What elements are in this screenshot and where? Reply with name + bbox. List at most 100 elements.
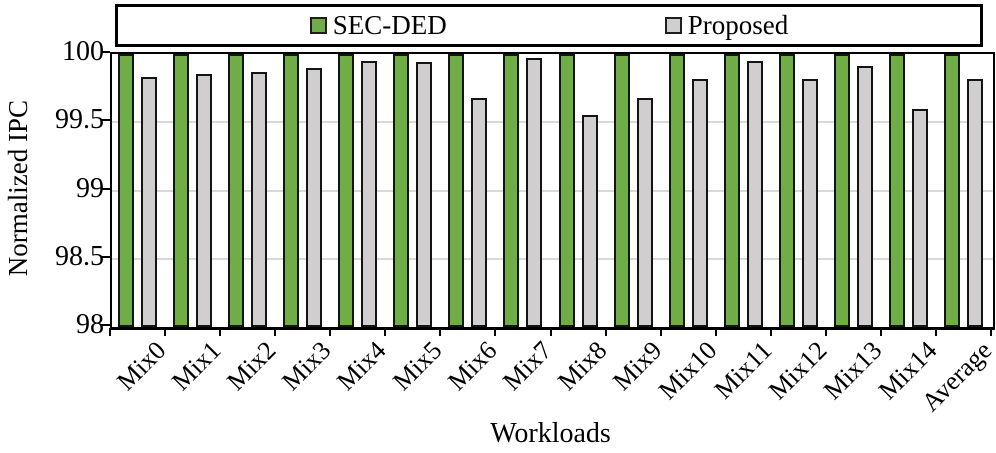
x-tick-label: Mix10 xyxy=(652,335,723,406)
x-tick-label: Mix13 xyxy=(817,335,888,406)
bar-proposed xyxy=(746,60,763,327)
gridline xyxy=(112,189,993,192)
plot-area xyxy=(110,52,995,330)
bar-group xyxy=(497,54,552,327)
bar-group xyxy=(442,54,497,327)
bar-proposed xyxy=(856,66,873,327)
bar-sec-ded xyxy=(503,54,520,327)
legend-entry: SEC-DED xyxy=(309,10,447,40)
bar-proposed xyxy=(581,115,598,327)
x-axis-title: Workloads xyxy=(490,418,611,449)
bar-sec-ded xyxy=(723,54,740,327)
bar-sec-ded xyxy=(338,54,355,327)
x-tick-label: Mix1 xyxy=(166,335,227,396)
bar-group xyxy=(938,54,993,327)
x-tick-label: Mix8 xyxy=(551,335,613,396)
bar-group xyxy=(167,54,222,327)
bar-proposed xyxy=(526,58,543,327)
y-tick-label: 98 xyxy=(76,309,104,340)
bar-group xyxy=(773,54,828,327)
bar-group xyxy=(608,54,663,327)
bar-group xyxy=(883,54,938,327)
legend-swatch-icon xyxy=(664,17,682,34)
bar-group xyxy=(387,54,442,327)
bar-sec-ded xyxy=(448,54,465,327)
y-tick-mark xyxy=(101,255,110,258)
gridline xyxy=(112,121,993,124)
bar-sec-ded xyxy=(778,54,795,327)
bar-proposed xyxy=(196,74,213,327)
x-tick-mark xyxy=(604,328,607,336)
y-axis-title-wrap: Normalized IPC xyxy=(0,52,36,325)
x-tick-label: Mix7 xyxy=(496,335,558,396)
bar-proposed xyxy=(966,78,983,327)
bar-proposed xyxy=(801,78,818,327)
bar-sec-ded xyxy=(943,54,960,327)
x-tick-mark xyxy=(659,328,662,336)
x-tick-label: Mix0 xyxy=(111,335,172,396)
bar-proposed xyxy=(416,62,433,327)
bar-proposed xyxy=(911,108,928,327)
x-tick-mark xyxy=(164,328,167,336)
bar-sec-ded xyxy=(228,54,245,327)
y-tick-label: 98.5 xyxy=(55,240,104,272)
x-tick-label: Mix5 xyxy=(386,335,447,396)
x-tick-mark xyxy=(549,328,552,336)
bar-sec-ded xyxy=(393,54,410,327)
bar-sec-ded xyxy=(283,54,300,327)
legend-swatch-icon xyxy=(309,17,327,34)
x-tick-label: Mix11 xyxy=(708,335,778,405)
x-tick-label: Mix12 xyxy=(762,335,833,406)
bar-proposed xyxy=(471,97,488,327)
x-tick-label: Mix6 xyxy=(441,335,502,396)
bar-proposed xyxy=(691,78,708,327)
bar-sec-ded xyxy=(888,54,905,327)
y-tick-label: 99 xyxy=(76,172,104,204)
bar-sec-ded xyxy=(173,54,190,327)
x-tick-mark xyxy=(714,328,717,336)
legend-label: SEC-DED xyxy=(332,10,447,40)
bar-group xyxy=(828,54,883,327)
bar-group xyxy=(718,54,773,327)
bar-sec-ded xyxy=(118,54,134,327)
x-tick-mark xyxy=(439,328,442,336)
bar-group xyxy=(553,54,608,327)
bar-group xyxy=(332,54,387,327)
x-tick-mark xyxy=(879,328,882,336)
bar-sec-ded xyxy=(833,54,850,327)
y-tick-mark xyxy=(101,187,110,190)
x-tick-label: Mix4 xyxy=(331,335,392,396)
y-tick-label: 99.5 xyxy=(55,104,104,136)
x-tick-mark xyxy=(109,328,111,336)
y-tick-mark xyxy=(101,51,110,53)
x-tick-label: Mix3 xyxy=(276,335,337,396)
y-axis-title: Normalized IPC xyxy=(2,100,33,277)
bar-proposed xyxy=(636,97,653,327)
bar-sec-ded xyxy=(668,54,685,327)
x-tick-mark xyxy=(329,328,332,336)
bar-group xyxy=(112,54,167,327)
bars-container xyxy=(112,54,993,327)
gridline xyxy=(112,257,993,260)
bar-proposed xyxy=(141,77,157,327)
y-tick-label: 100 xyxy=(62,36,104,67)
x-tick-mark xyxy=(219,328,222,336)
bar-proposed xyxy=(251,71,268,327)
x-tick-mark xyxy=(384,328,387,336)
legend-label: Proposed xyxy=(687,10,789,40)
bar-proposed xyxy=(306,67,323,327)
bar-proposed xyxy=(361,60,378,327)
bar-group xyxy=(663,54,718,327)
x-tick-mark xyxy=(769,328,772,336)
x-tick-mark xyxy=(494,328,497,336)
y-tick-mark xyxy=(101,119,110,122)
x-tick-mark xyxy=(824,328,827,336)
legend-entry: Proposed xyxy=(664,10,789,40)
x-tick-mark xyxy=(934,328,937,336)
bar-group xyxy=(277,54,332,327)
bar-sec-ded xyxy=(558,54,575,327)
x-tick-label: Mix2 xyxy=(221,335,282,396)
bar-group xyxy=(222,54,277,327)
chart-legend: SEC-DED Proposed xyxy=(115,4,983,47)
